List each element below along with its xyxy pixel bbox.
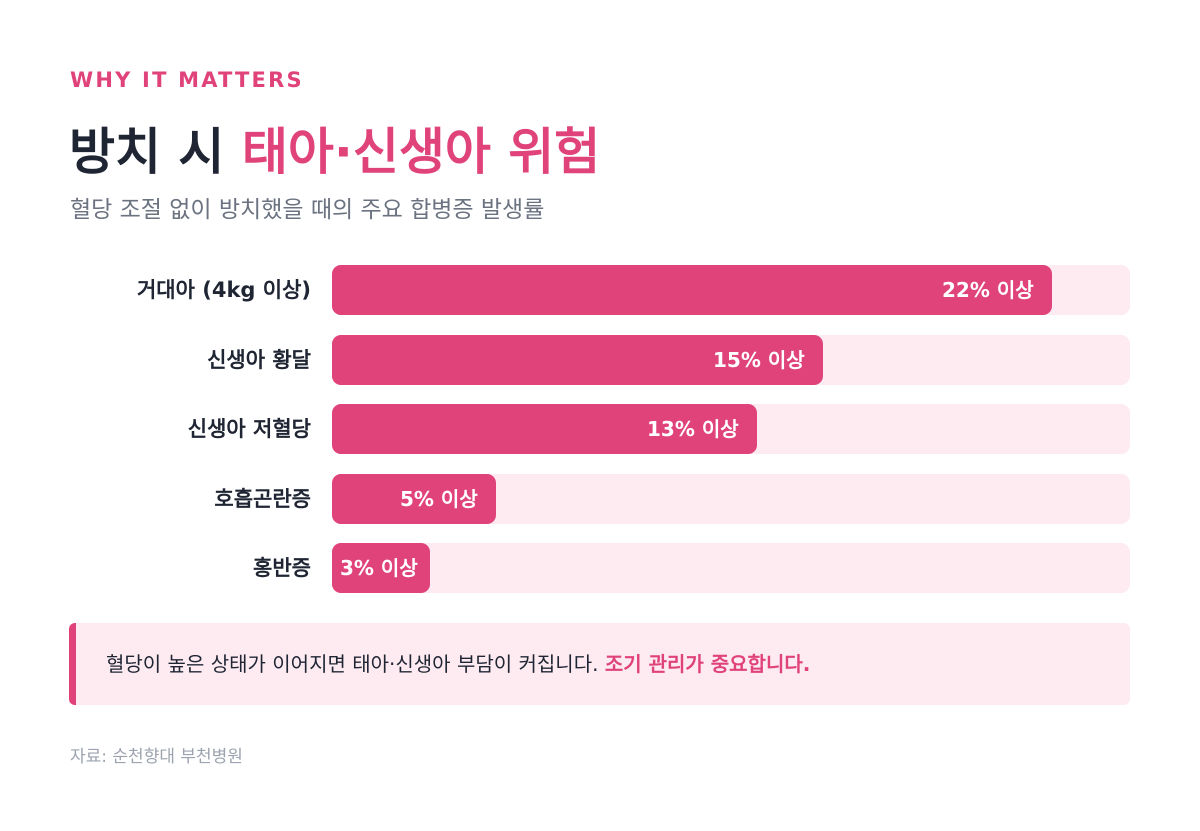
title-plain: 방치 시 xyxy=(69,123,225,181)
bar: 13% 이상 xyxy=(332,404,757,454)
title-accent: 태아·신생아 위험 xyxy=(241,123,601,181)
bar-track: 5% 이상 xyxy=(332,473,1130,524)
category-label: 거대아 (4kg 이상) xyxy=(136,278,311,302)
bar-track: 15% 이상 xyxy=(332,334,1130,385)
category-label: 신생아 저혈당 xyxy=(187,417,311,441)
page-title: 방치 시 태아·신생아 위험 xyxy=(69,112,600,184)
page-subtitle: 혈당 조절 없이 방치했을 때의 주요 합병증 발생률 xyxy=(70,197,545,223)
bar-value-label: 3% 이상 xyxy=(340,556,418,580)
eyebrow-label: WHY IT MATTERS xyxy=(70,68,304,92)
bar: 5% 이상 xyxy=(332,473,496,524)
category-label: 호흡곤란증 xyxy=(214,486,311,511)
bar-value-label: 5% 이상 xyxy=(400,486,478,511)
bar-track: 13% 이상 xyxy=(332,404,1130,454)
bar: 15% 이상 xyxy=(332,334,823,385)
callout-body: 혈당이 높은 상태가 이어지면 태아·신생아 부담이 커집니다. xyxy=(106,652,599,676)
callout-box: 혈당이 높은 상태가 이어지면 태아·신생아 부담이 커집니다. 조기 관리가 … xyxy=(69,623,1130,705)
callout-text: 혈당이 높은 상태가 이어지면 태아·신생아 부담이 커집니다. 조기 관리가 … xyxy=(106,623,810,705)
source-note: 자료: 순천향대 부천병원 xyxy=(70,747,243,767)
bar-track: 3% 이상 xyxy=(332,543,1130,593)
bar: 22% 이상 xyxy=(332,265,1052,315)
bar-value-label: 13% 이상 xyxy=(647,417,739,441)
category-label: 홍반증 xyxy=(253,556,311,580)
bar-value-label: 22% 이상 xyxy=(942,278,1034,302)
bar-value-label: 15% 이상 xyxy=(713,347,805,372)
bar-track: 22% 이상 xyxy=(332,265,1130,315)
callout-accent-stripe xyxy=(69,623,76,705)
bar: 3% 이상 xyxy=(332,543,430,593)
callout-highlight: 조기 관리가 중요합니다. xyxy=(604,652,811,676)
category-label: 신생아 황달 xyxy=(207,347,311,372)
